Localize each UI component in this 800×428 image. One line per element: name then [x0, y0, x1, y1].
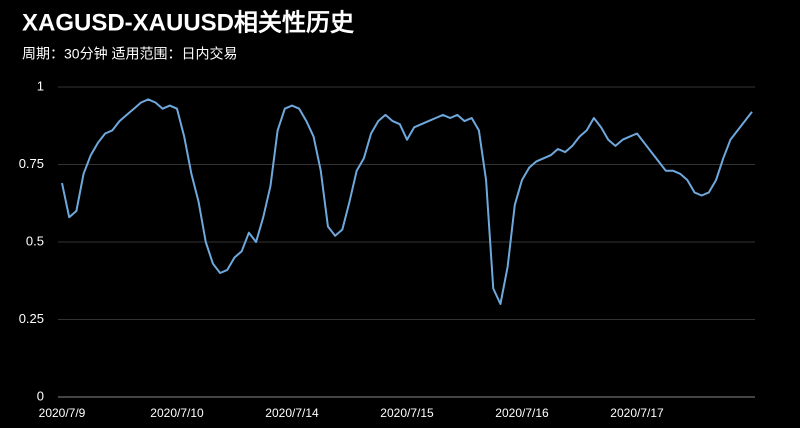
- y-tick-label: 1: [37, 78, 44, 93]
- chart-title: XAGUSD-XAUUSD相关性历史: [22, 9, 355, 36]
- chart-subtitle: 周期：30分钟 适用范围：日内交易: [22, 46, 237, 62]
- data-line: [61, 98, 753, 305]
- y-tick-label: 0.5: [26, 233, 44, 248]
- y-tick-label: 0.25: [19, 311, 44, 326]
- y-tick-label: 0.75: [19, 156, 44, 171]
- x-tick-label: 2020/7/9: [39, 406, 86, 420]
- x-tick-label: 2020/7/10: [150, 406, 204, 420]
- x-tick-label: 2020/7/16: [495, 406, 549, 420]
- x-tick-label: 2020/7/17: [610, 406, 664, 420]
- x-tick-label: 2020/7/15: [380, 406, 434, 420]
- x-tick-label: 2020/7/14: [265, 406, 319, 420]
- y-tick-label: 0: [37, 388, 44, 403]
